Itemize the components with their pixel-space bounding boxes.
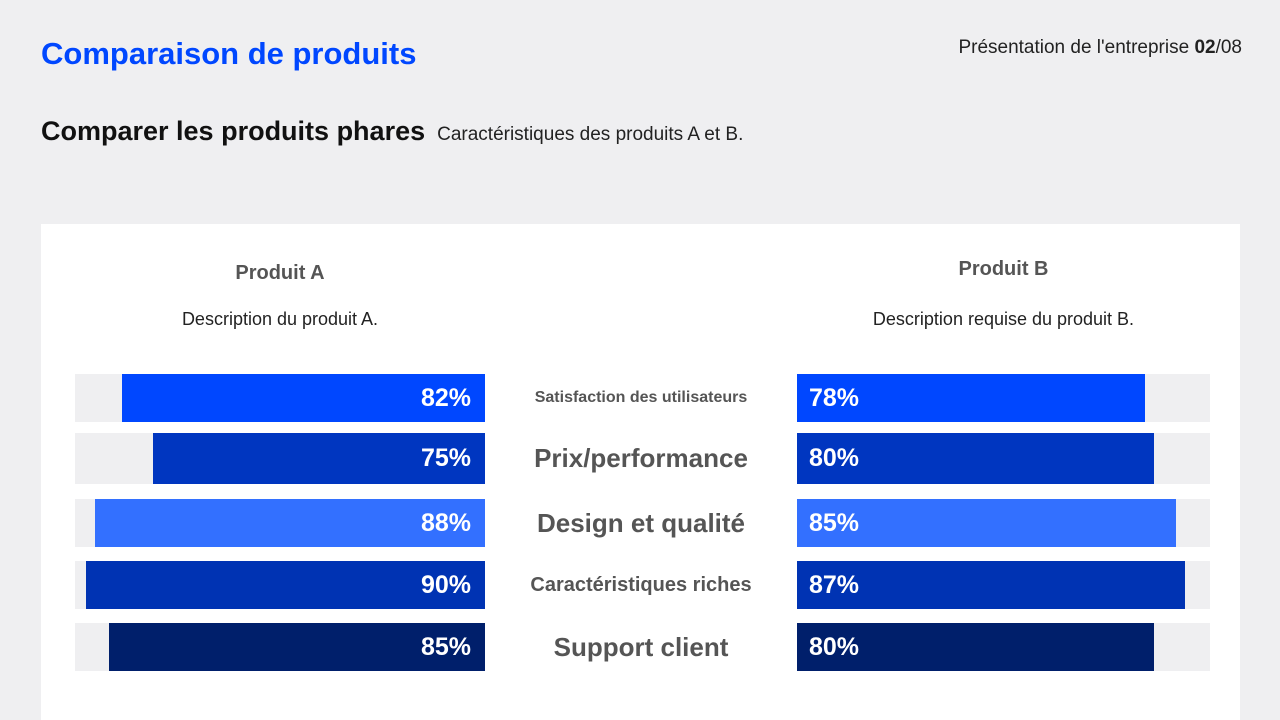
product-b-value-label: 85% bbox=[809, 509, 860, 537]
product-a-name: Produit A bbox=[235, 262, 325, 284]
product-b-bar: 87% bbox=[797, 561, 1186, 609]
product-a-track: 75% bbox=[75, 433, 485, 484]
product-b-track: 80% bbox=[797, 433, 1210, 484]
page-title: Comparaison de produits bbox=[41, 36, 417, 71]
product-b-track: 87% bbox=[797, 561, 1210, 609]
product-a-bar: 85% bbox=[108, 623, 485, 671]
pager-prefix: Présentation de l'entreprise bbox=[958, 37, 1195, 58]
product-a-value-label: 88% bbox=[420, 509, 471, 537]
product-a-header: Produit A Description du produit A. bbox=[75, 262, 485, 330]
product-b-track: 85% bbox=[797, 499, 1210, 547]
product-b-description: Description requise du produit B. bbox=[872, 309, 1135, 329]
category-label: Prix/performance bbox=[534, 443, 748, 473]
product-a-bar: 75% bbox=[152, 433, 485, 484]
product-a-bar: 90% bbox=[86, 561, 485, 609]
product-a-value-label: 82% bbox=[420, 384, 471, 412]
product-a-value-label: 75% bbox=[420, 444, 471, 472]
product-b-header: Produit B Description requise du produit… bbox=[797, 258, 1210, 330]
section-subtitle: Comparer les produits phares bbox=[41, 116, 426, 146]
pager-current: 02 bbox=[1194, 37, 1216, 58]
product-b-value-label: 80% bbox=[809, 633, 860, 661]
product-b-value-label: 78% bbox=[809, 384, 860, 412]
product-a-value-label: 85% bbox=[420, 633, 471, 661]
product-a-bar: 88% bbox=[95, 499, 485, 547]
product-b-bar: 85% bbox=[797, 499, 1177, 547]
pager-total: /08 bbox=[1215, 37, 1242, 58]
page-indicator: Présentation de l'entreprise 02/08 bbox=[958, 37, 1242, 59]
section-description: Caractéristiques des produits A et B. bbox=[437, 124, 744, 145]
category-label: Caractéristiques riches bbox=[530, 574, 752, 596]
category-label: Design et qualité bbox=[536, 508, 746, 538]
product-b-value-label: 87% bbox=[809, 571, 860, 599]
product-a-description: Description du produit A. bbox=[181, 309, 379, 329]
product-a-track: 82% bbox=[75, 374, 485, 422]
product-b-bar: 80% bbox=[797, 433, 1154, 484]
product-a-track: 90% bbox=[75, 561, 485, 609]
category-label: Support client bbox=[553, 632, 729, 662]
category-label: Satisfaction des utilisateurs bbox=[534, 389, 748, 406]
product-a-track: 88% bbox=[75, 499, 485, 547]
product-b-bar: 80% bbox=[797, 623, 1154, 671]
product-a-value-label: 90% bbox=[420, 571, 471, 599]
product-b-name: Produit B bbox=[958, 258, 1049, 280]
product-b-bar: 78% bbox=[797, 374, 1145, 422]
product-b-track: 78% bbox=[797, 374, 1210, 422]
product-a-track: 85% bbox=[75, 623, 485, 671]
section-header: Comparer les produits phares Caractérist… bbox=[41, 116, 743, 147]
comparison-card: Produit A Description du produit A. Prod… bbox=[41, 224, 1240, 720]
product-a-bar: 82% bbox=[121, 374, 485, 422]
product-b-value-label: 80% bbox=[809, 444, 860, 472]
product-b-track: 80% bbox=[797, 623, 1210, 671]
